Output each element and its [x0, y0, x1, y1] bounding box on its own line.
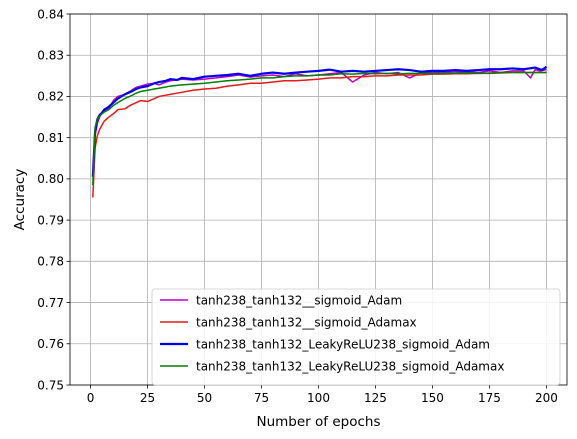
y-tick-label: 0.82: [37, 90, 64, 104]
legend-label-1: tanh238_tanh132__sigmoid_Adam: [196, 293, 402, 307]
y-tick-label: 0.75: [37, 378, 64, 392]
legend-label-4: tanh238_tanh132_LeakyReLU238_sigmoid_Ada…: [196, 359, 504, 373]
y-tick-label: 0.77: [37, 296, 64, 310]
x-tick-label: 175: [478, 391, 501, 405]
x-tick-label: 25: [140, 391, 155, 405]
y-tick-label: 0.80: [37, 172, 64, 186]
y-tick-label: 0.79: [37, 213, 64, 227]
series-line-3: [91, 65, 548, 177]
x-tick-label: 50: [197, 391, 212, 405]
x-tick-label: 75: [254, 391, 269, 405]
x-tick-label: 0: [87, 391, 95, 405]
y-tick-label: 0.81: [37, 131, 64, 145]
x-axis-ticks: 0 25 50 75 100 125 150 175 200: [87, 385, 558, 405]
x-axis-label: Number of epochs: [257, 414, 381, 430]
legend-label-2: tanh238_tanh132__sigmoid_Adamax: [196, 315, 417, 329]
series-line-4: [92, 71, 547, 186]
y-axis-label: Accuracy: [12, 169, 28, 231]
legend-box: [151, 288, 561, 386]
x-tick-label: 125: [364, 391, 387, 405]
y-tick-label: 0.83: [37, 49, 64, 63]
x-tick-label: 100: [307, 391, 330, 405]
plot-series: [91, 65, 548, 198]
x-tick-label: 150: [421, 391, 444, 405]
y-tick-label: 0.78: [37, 255, 64, 269]
y-tick-label: 0.84: [37, 7, 64, 21]
legend-label-3: tanh238_tanh132_LeakyReLU238_sigmoid_Ada…: [196, 337, 490, 351]
y-axis-ticks: 0.75 0.76 0.77 0.78 0.79 0.80 0.81 0.82 0.83 0.84: [37, 7, 70, 392]
y-tick-label: 0.76: [37, 337, 64, 351]
legend: tanh238_tanh132__sigmoid_Adam tanh238_tan…: [151, 288, 561, 386]
x-tick-label: 200: [535, 391, 558, 405]
